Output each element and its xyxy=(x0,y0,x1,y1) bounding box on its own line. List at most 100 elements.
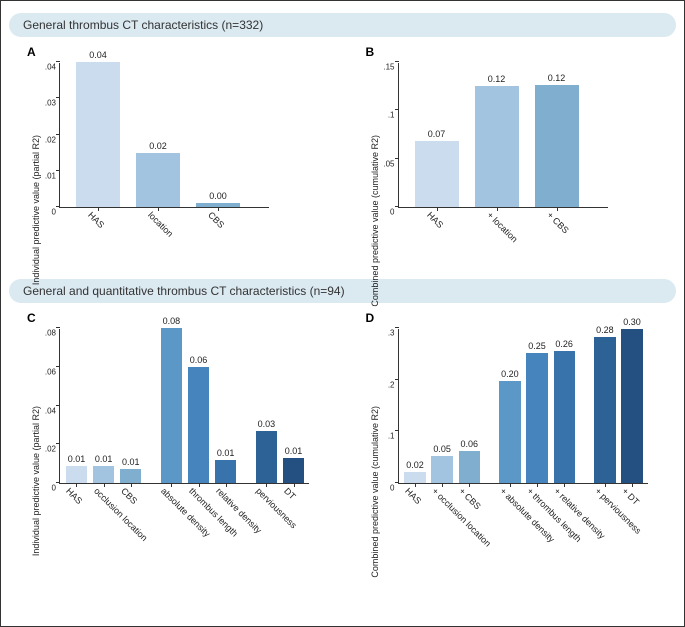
panel-c: C Individual predictive value (partial R… xyxy=(9,311,338,601)
panelC-ytick: .04 xyxy=(45,406,60,415)
panelC-ytick-mark xyxy=(56,443,60,444)
panelB-bar-value-label: 0.07 xyxy=(428,129,446,141)
panelB-plot-area: Combined predictive value (cumulative R2… xyxy=(398,63,608,208)
panelA-ytick-mark xyxy=(56,206,60,207)
panelD-ytick: 0 xyxy=(390,484,398,493)
figure-container: General thrombus CT characteristics (n=3… xyxy=(0,0,685,627)
panelD-bar: 0.25 xyxy=(526,353,547,483)
panelC-bar: 0.03 xyxy=(256,431,277,483)
panelC-ytick-mark xyxy=(56,366,60,367)
panelB-ytick: .05 xyxy=(383,159,398,168)
panelD-bar-value-label: 0.05 xyxy=(433,444,451,456)
panelC-bar: 0.01 xyxy=(120,469,141,483)
panelD-xcat-label: HAS xyxy=(403,483,426,506)
panelC-ytick-mark xyxy=(56,405,60,406)
panelA-bar-value-label: 0.04 xyxy=(89,50,107,62)
panelA-ytick: .04 xyxy=(45,63,60,72)
panelB-xcat-label: HAS xyxy=(425,207,448,230)
panelA-ytick-mark xyxy=(56,134,60,135)
panelD-ytick-mark xyxy=(395,327,399,328)
section-header-1: General thrombus CT characteristics (n=3… xyxy=(9,13,676,37)
panelB-ytick: 0 xyxy=(390,208,398,217)
panelC-bar-value-label: 0.01 xyxy=(68,454,86,466)
panelB-bar: 0.07 xyxy=(415,141,459,207)
panelD-ytick-mark xyxy=(395,482,399,483)
panelA-ytick: 0 xyxy=(52,208,60,217)
panelA-ytick-mark xyxy=(56,97,60,98)
panel-d: D Combined predictive value (cumulative … xyxy=(348,311,677,601)
panelC-ytick-mark xyxy=(56,327,60,328)
panelD-bar: 0.06 xyxy=(459,451,480,483)
panelC-ytick: .08 xyxy=(45,329,60,338)
panelD-ytick: .1 xyxy=(388,432,399,441)
panelA-ytick-mark xyxy=(56,170,60,171)
panelB-ylabel: Combined predictive value (cumulative R2… xyxy=(370,135,380,307)
panelD-plot-area: Combined predictive value (cumulative R2… xyxy=(398,329,648,484)
panelD-bar-value-label: 0.26 xyxy=(555,339,573,351)
panelD-ylabel: Combined predictive value (cumulative R2… xyxy=(370,406,380,578)
row-bottom: C Individual predictive value (partial R… xyxy=(9,311,676,601)
panelA-xcat-label: HAS xyxy=(86,207,109,230)
panelC-bar-value-label: 0.06 xyxy=(190,355,208,367)
panelA-xcat-label: CBS xyxy=(206,207,229,230)
panel-d-label: D xyxy=(366,311,375,325)
panelC-bar: 0.08 xyxy=(161,328,182,483)
panelD-ytick: .3 xyxy=(388,329,399,338)
panel-a-label: A xyxy=(27,45,36,59)
panelD-bar: 0.05 xyxy=(431,456,452,483)
panelC-bar-value-label: 0.03 xyxy=(258,419,276,431)
panelC-bar: 0.01 xyxy=(215,460,236,483)
panelD-bar-value-label: 0.28 xyxy=(596,325,614,337)
panelA-bar-value-label: 0.02 xyxy=(149,141,167,153)
section-header-2: General and quantitative thrombus CT cha… xyxy=(9,279,676,303)
panelA-bar-value-label: 0.00 xyxy=(209,191,227,203)
panelD-bar: 0.28 xyxy=(594,337,615,483)
panelC-xcat-label: DT xyxy=(282,483,300,501)
panelB-ytick: .1 xyxy=(388,111,399,120)
panelB-xcat-label: + CBS xyxy=(545,207,573,235)
panelC-bar: 0.01 xyxy=(93,466,114,483)
panel-a: A Individual predictive value (partial R… xyxy=(9,45,338,275)
panelA-xcat-label: location xyxy=(146,207,178,239)
panelD-ytick-mark xyxy=(395,430,399,431)
panelB-bar: 0.12 xyxy=(535,85,579,207)
panelD-bar-value-label: 0.30 xyxy=(623,317,641,329)
row-top: A Individual predictive value (partial R… xyxy=(9,45,676,275)
panelC-bar-value-label: 0.08 xyxy=(163,316,181,328)
panelA-plot-area: Individual predictive value (partial R2)… xyxy=(59,63,269,208)
panelC-plot-area: Individual predictive value (partial R2)… xyxy=(59,329,309,484)
panelA-bar: 0.02 xyxy=(136,153,180,207)
panelA-ylabel: Individual predictive value (partial R2) xyxy=(31,135,41,285)
panelD-bar-value-label: 0.02 xyxy=(406,460,424,472)
panelC-bar-value-label: 0.01 xyxy=(95,454,113,466)
panelC-ytick: .06 xyxy=(45,367,60,376)
panelB-bar: 0.12 xyxy=(475,86,519,207)
panel-c-label: C xyxy=(27,311,36,325)
panelA-ytick: .02 xyxy=(45,135,60,144)
panelD-ytick: .2 xyxy=(388,380,399,389)
panelC-xcat-label: HAS xyxy=(65,483,88,506)
panel-b-label: B xyxy=(366,45,375,59)
panelD-bar: 0.26 xyxy=(554,351,575,483)
panelC-bar: 0.06 xyxy=(188,367,209,483)
panel-b: B Combined predictive value (cumulative … xyxy=(348,45,677,275)
panelC-bar-value-label: 0.01 xyxy=(122,457,140,469)
panelC-bar-value-label: 0.01 xyxy=(285,446,303,458)
panelB-xcat-label: + location xyxy=(485,207,522,244)
panelB-bar-value-label: 0.12 xyxy=(488,74,506,86)
panelC-ylabel: Individual predictive value (partial R2) xyxy=(31,406,41,556)
panelC-ytick-mark xyxy=(56,482,60,483)
panelD-bar: 0.30 xyxy=(621,329,642,483)
panelB-ytick: .15 xyxy=(383,63,398,72)
panelB-ytick-mark xyxy=(395,61,399,62)
panelA-ytick: .03 xyxy=(45,99,60,108)
panelC-bar: 0.01 xyxy=(66,466,87,483)
panelC-ytick: .02 xyxy=(45,445,60,454)
panelD-ytick-mark xyxy=(395,379,399,380)
panelB-ytick-mark xyxy=(395,109,399,110)
panelD-bar-value-label: 0.25 xyxy=(528,341,546,353)
panelD-bar: 0.02 xyxy=(404,472,425,483)
panelB-ytick-mark xyxy=(395,206,399,207)
panelC-ytick: 0 xyxy=(52,484,60,493)
panelB-ytick-mark xyxy=(395,158,399,159)
